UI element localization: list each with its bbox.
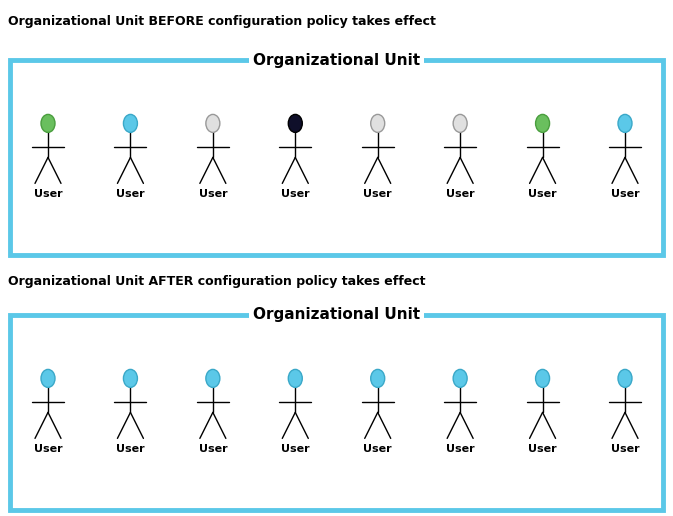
Text: User: User (363, 189, 392, 199)
Bar (10, 60, 663, 255)
Text: User: User (363, 444, 392, 455)
Text: User: User (34, 444, 63, 455)
Ellipse shape (123, 369, 137, 388)
Text: User: User (199, 189, 227, 199)
Text: Organizational Unit BEFORE configuration policy takes effect: Organizational Unit BEFORE configuration… (8, 15, 436, 28)
Ellipse shape (453, 369, 467, 388)
Text: User: User (34, 189, 63, 199)
Bar (10, 315, 663, 510)
Ellipse shape (41, 115, 55, 133)
Ellipse shape (288, 115, 302, 133)
Text: User: User (199, 444, 227, 455)
Ellipse shape (371, 115, 385, 133)
Text: Organizational Unit AFTER configuration policy takes effect: Organizational Unit AFTER configuration … (8, 275, 425, 288)
Text: User: User (281, 444, 310, 455)
Text: Organizational Unit: Organizational Unit (253, 308, 420, 322)
Ellipse shape (618, 369, 632, 388)
Ellipse shape (453, 115, 467, 133)
Ellipse shape (288, 369, 302, 388)
Ellipse shape (536, 115, 550, 133)
Text: User: User (610, 189, 639, 199)
Text: User: User (281, 189, 310, 199)
Text: Organizational Unit: Organizational Unit (253, 53, 420, 68)
Text: User: User (116, 444, 145, 455)
Ellipse shape (41, 369, 55, 388)
Text: User: User (528, 189, 557, 199)
Text: User: User (528, 444, 557, 455)
Ellipse shape (371, 369, 385, 388)
Text: User: User (446, 444, 474, 455)
Ellipse shape (618, 115, 632, 133)
Ellipse shape (206, 115, 220, 133)
Ellipse shape (206, 369, 220, 388)
Text: User: User (116, 189, 145, 199)
Ellipse shape (123, 115, 137, 133)
Text: User: User (446, 189, 474, 199)
Ellipse shape (536, 369, 550, 388)
Text: User: User (610, 444, 639, 455)
